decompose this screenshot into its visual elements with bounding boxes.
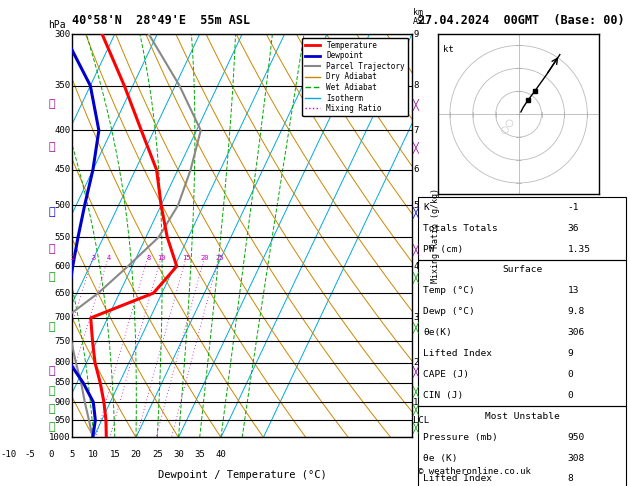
Text: 3: 3 (91, 255, 96, 261)
Text: 900: 900 (55, 398, 70, 407)
Text: LCL: LCL (413, 416, 430, 425)
Text: 9: 9 (568, 349, 574, 358)
Text: ⦻: ⦻ (48, 404, 55, 415)
Text: 5: 5 (413, 201, 419, 209)
Text: 6: 6 (413, 165, 419, 174)
Text: 13: 13 (568, 286, 579, 295)
Text: 500: 500 (55, 201, 70, 209)
Text: θe(K): θe(K) (423, 328, 452, 337)
Text: ╳: ╳ (412, 403, 418, 416)
Text: 20: 20 (201, 255, 209, 261)
Text: 450: 450 (55, 165, 70, 174)
Text: ⦻: ⦻ (48, 207, 55, 217)
Text: -1: -1 (568, 203, 579, 212)
Text: 3: 3 (413, 313, 419, 322)
Text: 5: 5 (70, 450, 75, 458)
Text: 0: 0 (568, 391, 574, 400)
Text: 40°58'N  28°49'E  55m ASL: 40°58'N 28°49'E 55m ASL (72, 14, 250, 27)
Text: 15: 15 (182, 255, 191, 261)
Text: 2: 2 (70, 255, 74, 261)
Text: 4: 4 (413, 262, 419, 271)
Text: 36: 36 (568, 224, 579, 233)
Text: CIN (J): CIN (J) (423, 391, 464, 400)
Text: 8: 8 (568, 474, 574, 484)
Text: 8: 8 (413, 81, 419, 90)
Text: 950: 950 (568, 433, 585, 442)
Text: 700: 700 (55, 313, 70, 322)
Text: 600: 600 (55, 262, 70, 271)
Text: 306: 306 (568, 328, 585, 337)
Legend: Temperature, Dewpoint, Parcel Trajectory, Dry Adiabat, Wet Adiabat, Isotherm, Mi: Temperature, Dewpoint, Parcel Trajectory… (302, 38, 408, 116)
Text: Dewpoint / Temperature (°C): Dewpoint / Temperature (°C) (158, 469, 326, 480)
Text: 4: 4 (107, 255, 111, 261)
Text: 0: 0 (48, 450, 54, 458)
Text: Dewp (°C): Dewp (°C) (423, 307, 475, 316)
Text: 27.04.2024  00GMT  (Base: 00): 27.04.2024 00GMT (Base: 00) (418, 14, 625, 27)
Text: © weatheronline.co.uk: © weatheronline.co.uk (418, 467, 531, 476)
Text: 15: 15 (109, 450, 120, 458)
Text: ╳: ╳ (412, 385, 418, 397)
Text: Most Unstable: Most Unstable (485, 412, 559, 421)
Text: ╳: ╳ (412, 243, 418, 255)
Text: ╳: ╳ (412, 206, 418, 218)
Text: CAPE (J): CAPE (J) (423, 370, 469, 379)
Text: 308: 308 (568, 453, 585, 463)
Text: Lifted Index: Lifted Index (423, 474, 493, 484)
Text: ╳: ╳ (412, 141, 418, 153)
Text: 20: 20 (131, 450, 142, 458)
Text: ╳: ╳ (412, 365, 418, 377)
Text: Totals Totals: Totals Totals (423, 224, 498, 233)
Text: ⦻: ⦻ (48, 366, 55, 376)
Text: km
ASL: km ASL (413, 8, 428, 26)
Text: ⦻: ⦻ (48, 142, 55, 152)
Text: 35: 35 (194, 450, 205, 458)
Text: 8: 8 (147, 255, 151, 261)
Text: ╳: ╳ (412, 271, 418, 283)
Text: 300: 300 (55, 30, 70, 38)
Text: 0: 0 (568, 370, 574, 379)
Text: 1000: 1000 (49, 433, 70, 442)
Text: ⦻: ⦻ (48, 422, 55, 432)
Text: 350: 350 (55, 81, 70, 90)
Text: 9: 9 (413, 30, 419, 38)
Text: Temp (°C): Temp (°C) (423, 286, 475, 295)
Text: 7: 7 (413, 126, 419, 135)
Text: 950: 950 (55, 416, 70, 425)
Text: 650: 650 (55, 289, 70, 297)
Text: ⦻: ⦻ (48, 244, 55, 254)
Text: 1.35: 1.35 (568, 244, 591, 254)
Text: 25: 25 (215, 255, 224, 261)
Text: 2: 2 (413, 358, 419, 367)
Text: ⦻: ⦻ (48, 99, 55, 109)
Text: θe (K): θe (K) (423, 453, 458, 463)
Text: Pressure (mb): Pressure (mb) (423, 433, 498, 442)
Text: 550: 550 (55, 233, 70, 242)
Text: PW (cm): PW (cm) (423, 244, 464, 254)
Text: ⦻: ⦻ (48, 386, 55, 396)
Text: 800: 800 (55, 358, 70, 367)
Text: 1: 1 (413, 398, 419, 407)
Text: 9.8: 9.8 (568, 307, 585, 316)
Text: ╳: ╳ (412, 99, 418, 110)
Text: ╳: ╳ (412, 322, 418, 333)
Text: -5: -5 (25, 450, 35, 458)
Text: 30: 30 (173, 450, 184, 458)
Text: Mixing Ratio (g/kg): Mixing Ratio (g/kg) (431, 188, 440, 283)
Text: Surface: Surface (502, 265, 542, 275)
Text: 10: 10 (158, 255, 166, 261)
Text: ╳: ╳ (412, 421, 418, 433)
Text: Lifted Index: Lifted Index (423, 349, 493, 358)
Text: K: K (423, 203, 429, 212)
Text: ⦻: ⦻ (48, 322, 55, 332)
Text: ⦻: ⦻ (48, 272, 55, 282)
Text: 750: 750 (55, 336, 70, 346)
Text: -10: -10 (1, 450, 17, 458)
Text: 40: 40 (216, 450, 226, 458)
Text: hPa: hPa (48, 20, 66, 30)
Text: 400: 400 (55, 126, 70, 135)
Text: 25: 25 (152, 450, 163, 458)
Text: kt: kt (443, 46, 454, 54)
Text: 850: 850 (55, 379, 70, 387)
Text: 10: 10 (88, 450, 99, 458)
